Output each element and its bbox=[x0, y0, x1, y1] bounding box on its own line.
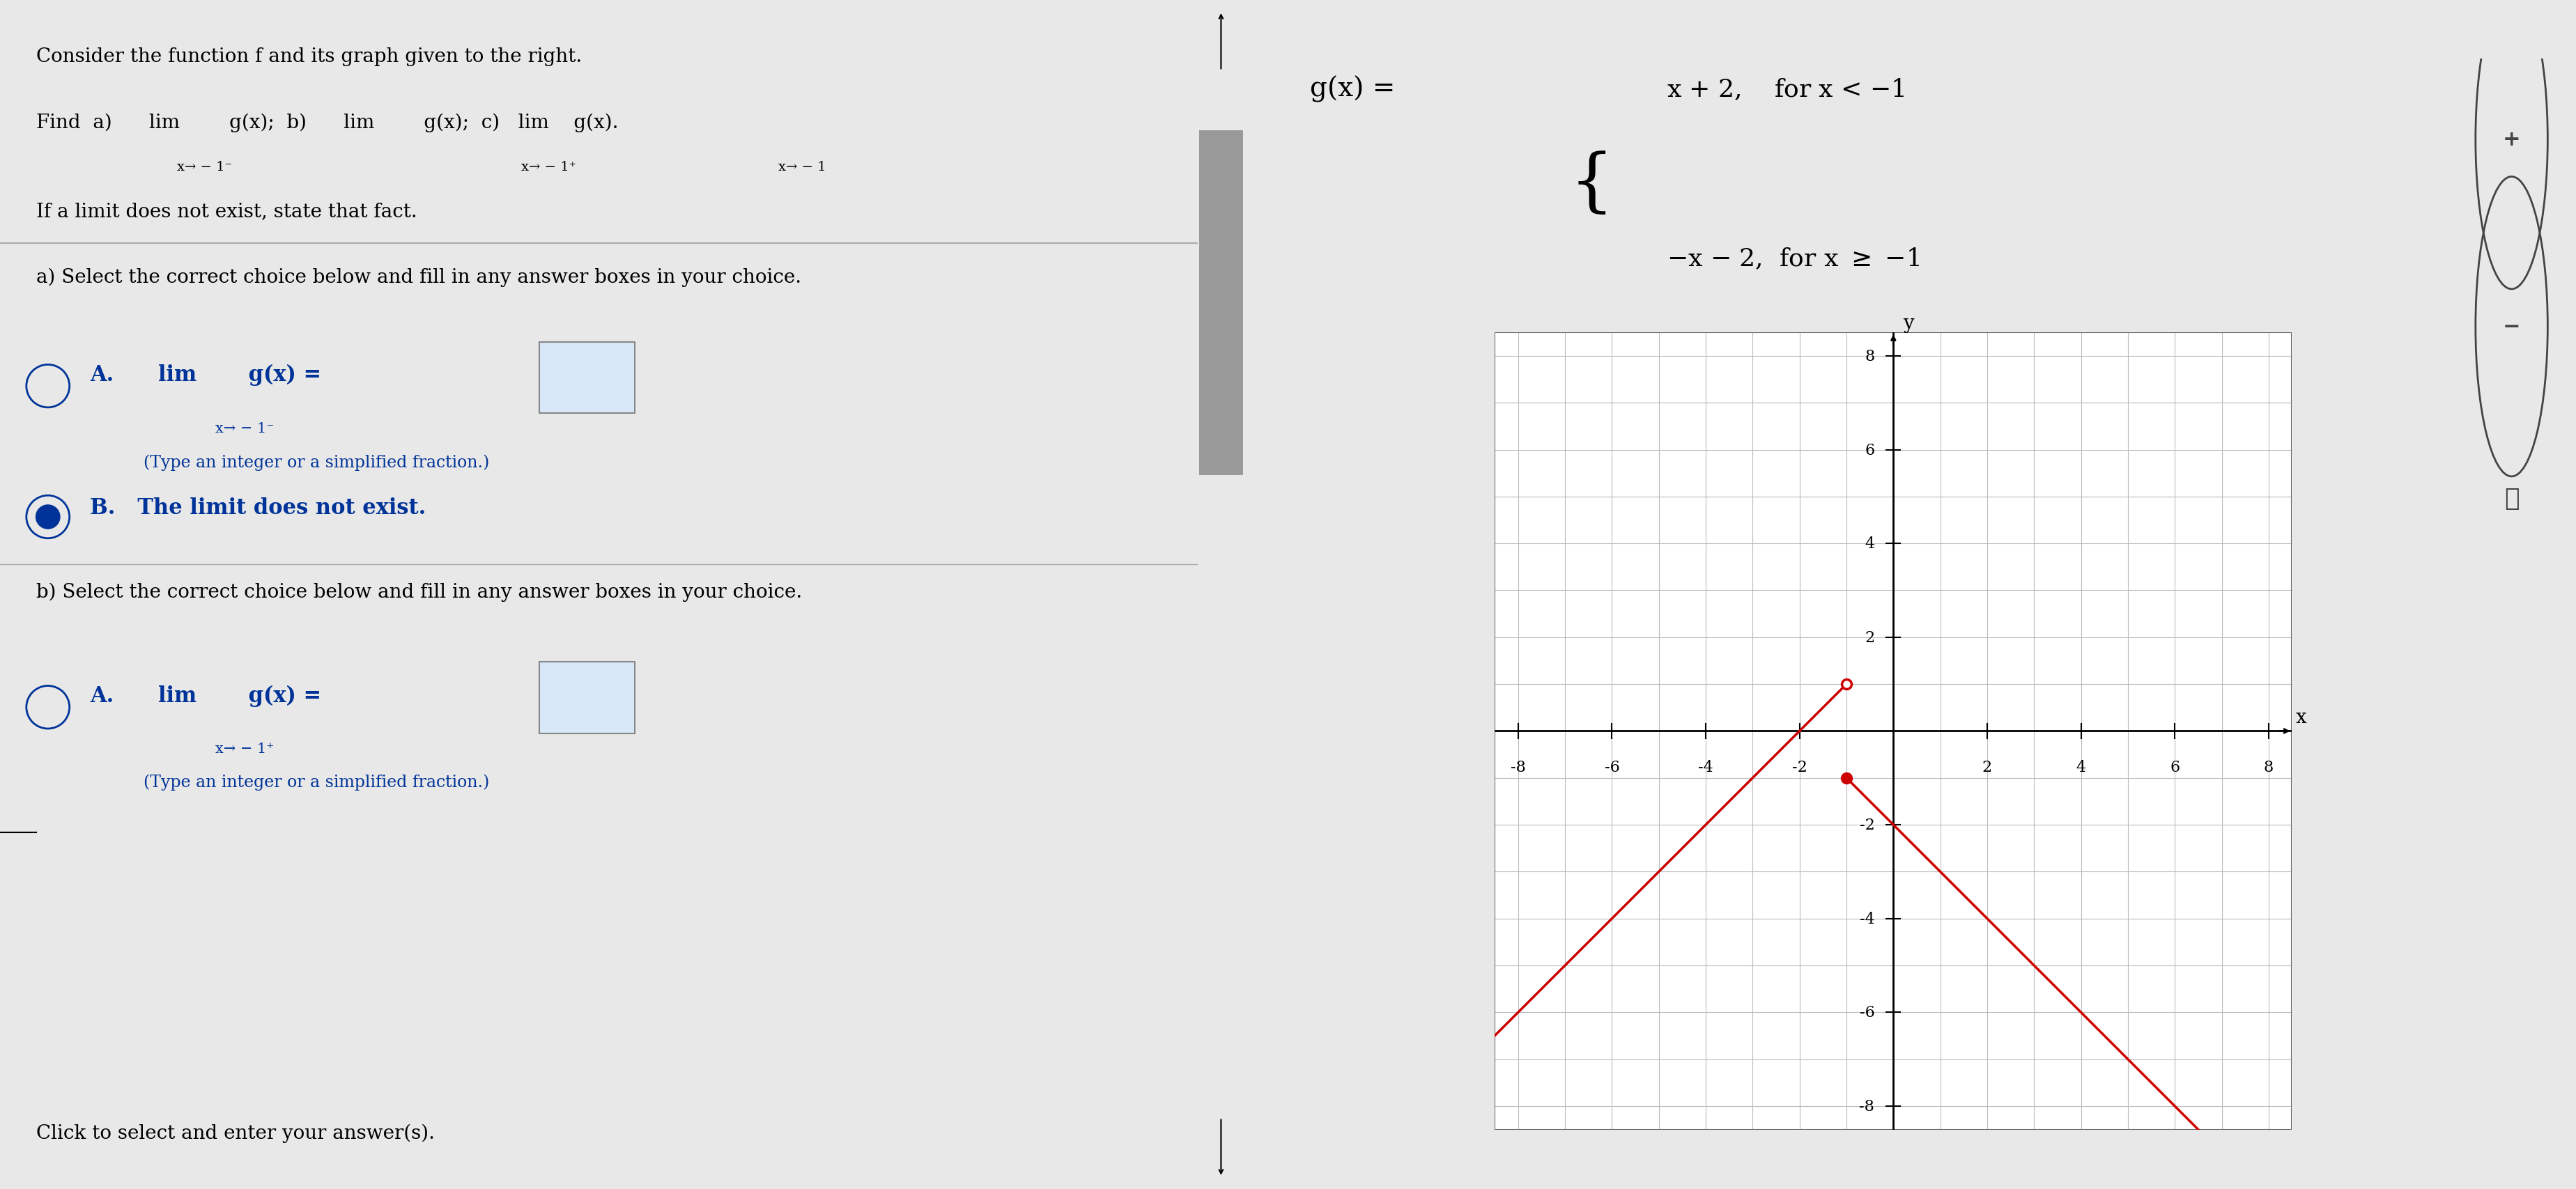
Text: 4: 4 bbox=[2076, 760, 2087, 775]
FancyBboxPatch shape bbox=[538, 662, 634, 734]
Text: x→ − 1⁻: x→ − 1⁻ bbox=[178, 161, 232, 174]
Text: Find  a)      lim        g(x);  b)      lim        g(x);  c)   lim    g(x).: Find a) lim g(x); b) lim g(x); c) lim g(… bbox=[36, 113, 618, 132]
Text: Consider the function f and its graph given to the right.: Consider the function f and its graph gi… bbox=[36, 48, 582, 67]
Text: -6: -6 bbox=[1860, 1005, 1875, 1020]
Text: (Type an integer or a simplified fraction.): (Type an integer or a simplified fractio… bbox=[144, 454, 489, 471]
Text: $-$x $-$ 2,  for x $\geq$ $-$1: $-$x $-$ 2, for x $\geq$ $-$1 bbox=[1667, 246, 1919, 271]
Text: b) Select the correct choice below and fill in any answer boxes in your choice.: b) Select the correct choice below and f… bbox=[36, 583, 801, 602]
Text: +: + bbox=[2504, 130, 2519, 150]
Text: 2: 2 bbox=[1865, 630, 1875, 646]
Text: 4: 4 bbox=[1865, 536, 1875, 552]
Text: x→ − 1: x→ − 1 bbox=[778, 161, 827, 174]
FancyBboxPatch shape bbox=[538, 342, 634, 414]
Text: -8: -8 bbox=[1860, 1099, 1875, 1114]
Text: A.      lim       g(x) =: A. lim g(x) = bbox=[90, 364, 322, 385]
Text: -2: -2 bbox=[1860, 817, 1875, 832]
Text: 6: 6 bbox=[2169, 760, 2179, 775]
Text: A.      lim       g(x) =: A. lim g(x) = bbox=[90, 685, 322, 706]
Text: 8: 8 bbox=[2264, 760, 2275, 775]
Text: -8: -8 bbox=[1510, 760, 1525, 775]
Text: x: x bbox=[2295, 707, 2308, 726]
Text: ⧉: ⧉ bbox=[2504, 486, 2519, 510]
Text: -4: -4 bbox=[1698, 760, 1713, 775]
Text: g(x) =: g(x) = bbox=[1309, 76, 1396, 102]
Text: x→ − 1⁺: x→ − 1⁺ bbox=[216, 742, 276, 755]
Text: If a limit does not exist, state that fact.: If a limit does not exist, state that fa… bbox=[36, 202, 417, 221]
Text: x + 2,    for x < $-$1: x + 2, for x < $-$1 bbox=[1667, 77, 1904, 101]
Text: B.   The limit does not exist.: B. The limit does not exist. bbox=[90, 497, 425, 518]
Text: x→ − 1⁻: x→ − 1⁻ bbox=[216, 422, 276, 435]
Text: 8: 8 bbox=[1865, 348, 1875, 364]
Text: -4: -4 bbox=[1860, 911, 1875, 926]
Text: −: − bbox=[2504, 317, 2519, 336]
Text: a) Select the correct choice below and fill in any answer boxes in your choice.: a) Select the correct choice below and f… bbox=[36, 268, 801, 287]
Text: y: y bbox=[1904, 314, 1914, 333]
Text: -2: -2 bbox=[1793, 760, 1808, 775]
Text: {: { bbox=[1569, 151, 1613, 218]
Circle shape bbox=[36, 505, 59, 529]
Text: 6: 6 bbox=[1865, 442, 1875, 458]
Text: -6: -6 bbox=[1605, 760, 1620, 775]
Text: Click to select and enter your answer(s).: Click to select and enter your answer(s)… bbox=[36, 1124, 435, 1143]
Text: (Type an integer or a simplified fraction.): (Type an integer or a simplified fractio… bbox=[144, 774, 489, 791]
Text: x→ − 1⁺: x→ − 1⁺ bbox=[520, 161, 577, 174]
FancyBboxPatch shape bbox=[1200, 131, 1242, 476]
Text: 2: 2 bbox=[1984, 760, 1991, 775]
